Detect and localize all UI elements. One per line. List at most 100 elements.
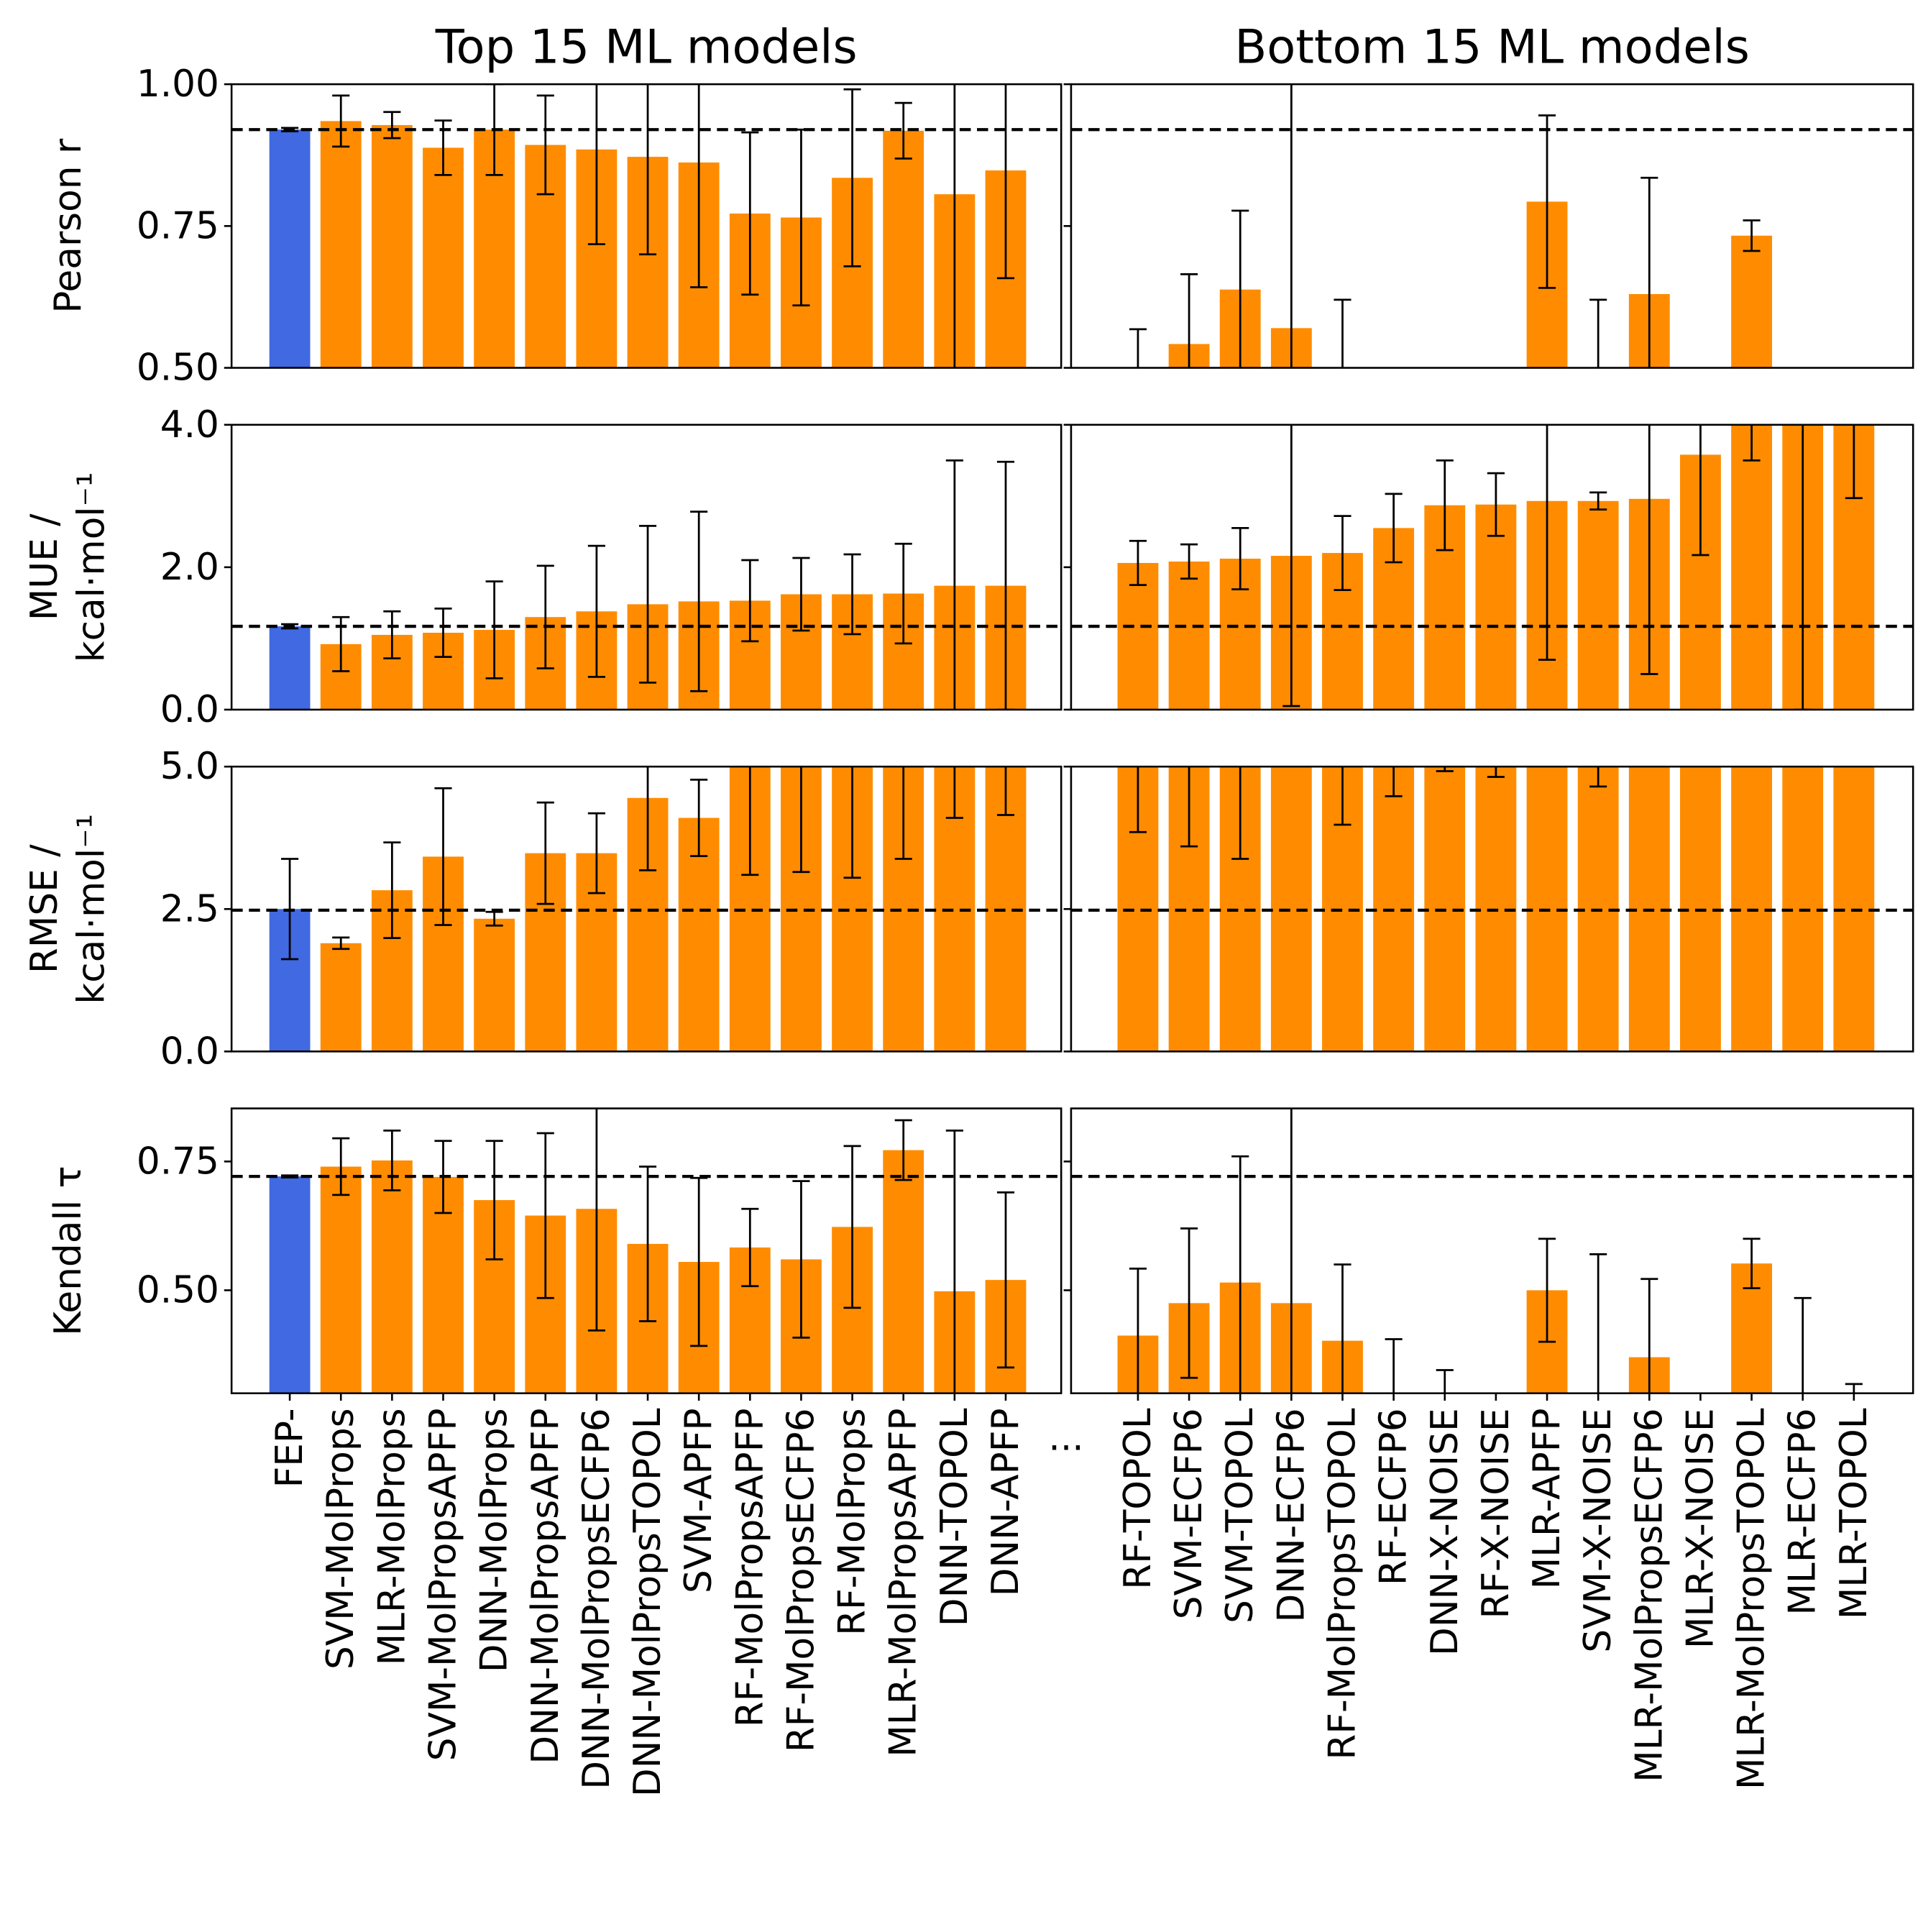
error-bar	[1692, 424, 1709, 557]
y-tick-label: 0.75	[137, 1140, 219, 1183]
bar	[1475, 504, 1517, 710]
error-bar	[1743, 1237, 1761, 1289]
bar	[1475, 766, 1517, 1052]
error-bar	[1180, 543, 1198, 580]
error-bar	[894, 542, 912, 645]
x-tick-label: SVM-TOPOL	[1218, 1408, 1262, 1624]
error-bar	[996, 1191, 1015, 1369]
bar	[371, 1160, 413, 1393]
bar	[1168, 561, 1210, 710]
bar	[371, 124, 413, 368]
error-bar	[690, 84, 708, 288]
annotation: ...	[1048, 1416, 1083, 1460]
x-tick-label: RF-MolPropsECFP6	[779, 1408, 822, 1752]
x-tick-label: MLR-MolPropsTOPOL	[1730, 1408, 1773, 1790]
bar	[1680, 766, 1721, 1052]
x-tick-label: RF-ECFP6	[1372, 1408, 1415, 1585]
error-bar	[1385, 1338, 1403, 1393]
error-bar	[1589, 491, 1607, 511]
error-bar	[1845, 1383, 1863, 1393]
bar	[1833, 766, 1875, 1052]
error-bar	[1231, 527, 1249, 590]
error-bar	[945, 459, 963, 710]
error-bar	[741, 1207, 759, 1288]
x-tick-label: DNN-X-NOISE	[1423, 1408, 1467, 1656]
error-bar	[383, 111, 401, 139]
error-bar	[332, 94, 350, 148]
x-tick-label: MLR-ECFP6	[1781, 1408, 1825, 1615]
bar	[1373, 368, 1414, 425]
y-axis-label: kcal·mol⁻¹	[70, 814, 113, 1004]
error-bar	[741, 559, 759, 643]
bar	[1117, 562, 1159, 710]
error-bar	[1743, 424, 1761, 462]
bar	[423, 147, 464, 368]
axes-frame	[1070, 1107, 1914, 1395]
error-bar	[1334, 515, 1351, 591]
error-bar	[1589, 298, 1607, 368]
error-bar	[1487, 472, 1505, 537]
x-tick-label: MLR-APFP	[1525, 1408, 1569, 1589]
y-axis-label: kcal·mol⁻¹	[70, 472, 113, 662]
error-bar	[1640, 176, 1658, 368]
x-tick-label: SVM-ECFP6	[1167, 1408, 1211, 1619]
x-tick-label: DNN-MolPropsTOPOL	[626, 1408, 669, 1797]
error-bar	[945, 1130, 963, 1393]
error-bar	[1180, 273, 1198, 368]
error-bar	[485, 910, 503, 927]
x-tick-label: SVM-APFP	[677, 1408, 720, 1593]
error-bar	[843, 766, 861, 879]
x-tick-label: RF-MolProps	[831, 1408, 874, 1635]
error-bar	[587, 84, 605, 245]
x-tick-label: MLR-MolPropsAPFP	[882, 1408, 925, 1757]
y-axis-label: Pearson r	[47, 138, 90, 313]
x-tick-label: MLR-MolPropsECFP6	[1628, 1408, 1671, 1782]
x-tick-label: DNN-TOPOL	[933, 1408, 976, 1626]
x-tick-label: DNN-MolProps	[473, 1408, 516, 1672]
error-bar	[1129, 539, 1147, 587]
axes-frame	[230, 1107, 1063, 1395]
error-bar	[1436, 766, 1454, 772]
error-bar	[1180, 766, 1198, 848]
error-bar	[536, 1132, 554, 1299]
x-tick-label: RF-X-NOISE	[1474, 1408, 1518, 1619]
error-bar	[332, 936, 350, 951]
bar	[1322, 368, 1363, 396]
bar	[1782, 766, 1824, 1052]
error-bar	[485, 1140, 503, 1260]
error-bar	[332, 1137, 350, 1196]
panel-title: Top 15 ML models	[435, 19, 858, 74]
error-bar	[587, 1108, 605, 1332]
y-axis-label: Kendall τ	[47, 1166, 90, 1335]
error-bar	[953, 84, 956, 368]
panel-title: Bottom 15 ML models	[1234, 19, 1749, 74]
x-tick-label: MLR-X-NOISE	[1679, 1408, 1722, 1649]
error-bar	[1436, 1369, 1454, 1393]
error-bar	[587, 544, 605, 678]
error-bar	[792, 557, 810, 632]
error-bar	[843, 88, 861, 267]
error-bar	[1743, 219, 1761, 252]
y-tick-label: 0.0	[160, 688, 219, 731]
error-bar	[1129, 766, 1147, 833]
x-tick-label: DNN-APFP	[984, 1408, 1027, 1596]
error-bar	[1436, 459, 1454, 551]
error-bar	[1334, 766, 1351, 826]
error-bar	[1385, 766, 1403, 797]
error-bar	[1385, 493, 1403, 564]
error-bar	[1282, 424, 1300, 708]
error-bar	[434, 607, 452, 659]
x-tick-label: DNN-MolPropsAPFP	[524, 1408, 567, 1764]
y-axis-label: RMSE /	[23, 844, 66, 974]
error-bar	[1538, 1237, 1556, 1343]
error-bar	[1334, 298, 1351, 368]
error-bar	[1290, 1108, 1293, 1393]
error-bar	[996, 84, 1015, 280]
error-bar	[894, 101, 912, 160]
x-tick-label: SVM-MolProps	[319, 1408, 362, 1670]
x-tick-label: SVM-X-NOISE	[1577, 1408, 1620, 1652]
bar	[1424, 766, 1466, 1052]
x-tick-label: MLR-TOPOL	[1832, 1408, 1876, 1619]
bar	[883, 1150, 924, 1393]
